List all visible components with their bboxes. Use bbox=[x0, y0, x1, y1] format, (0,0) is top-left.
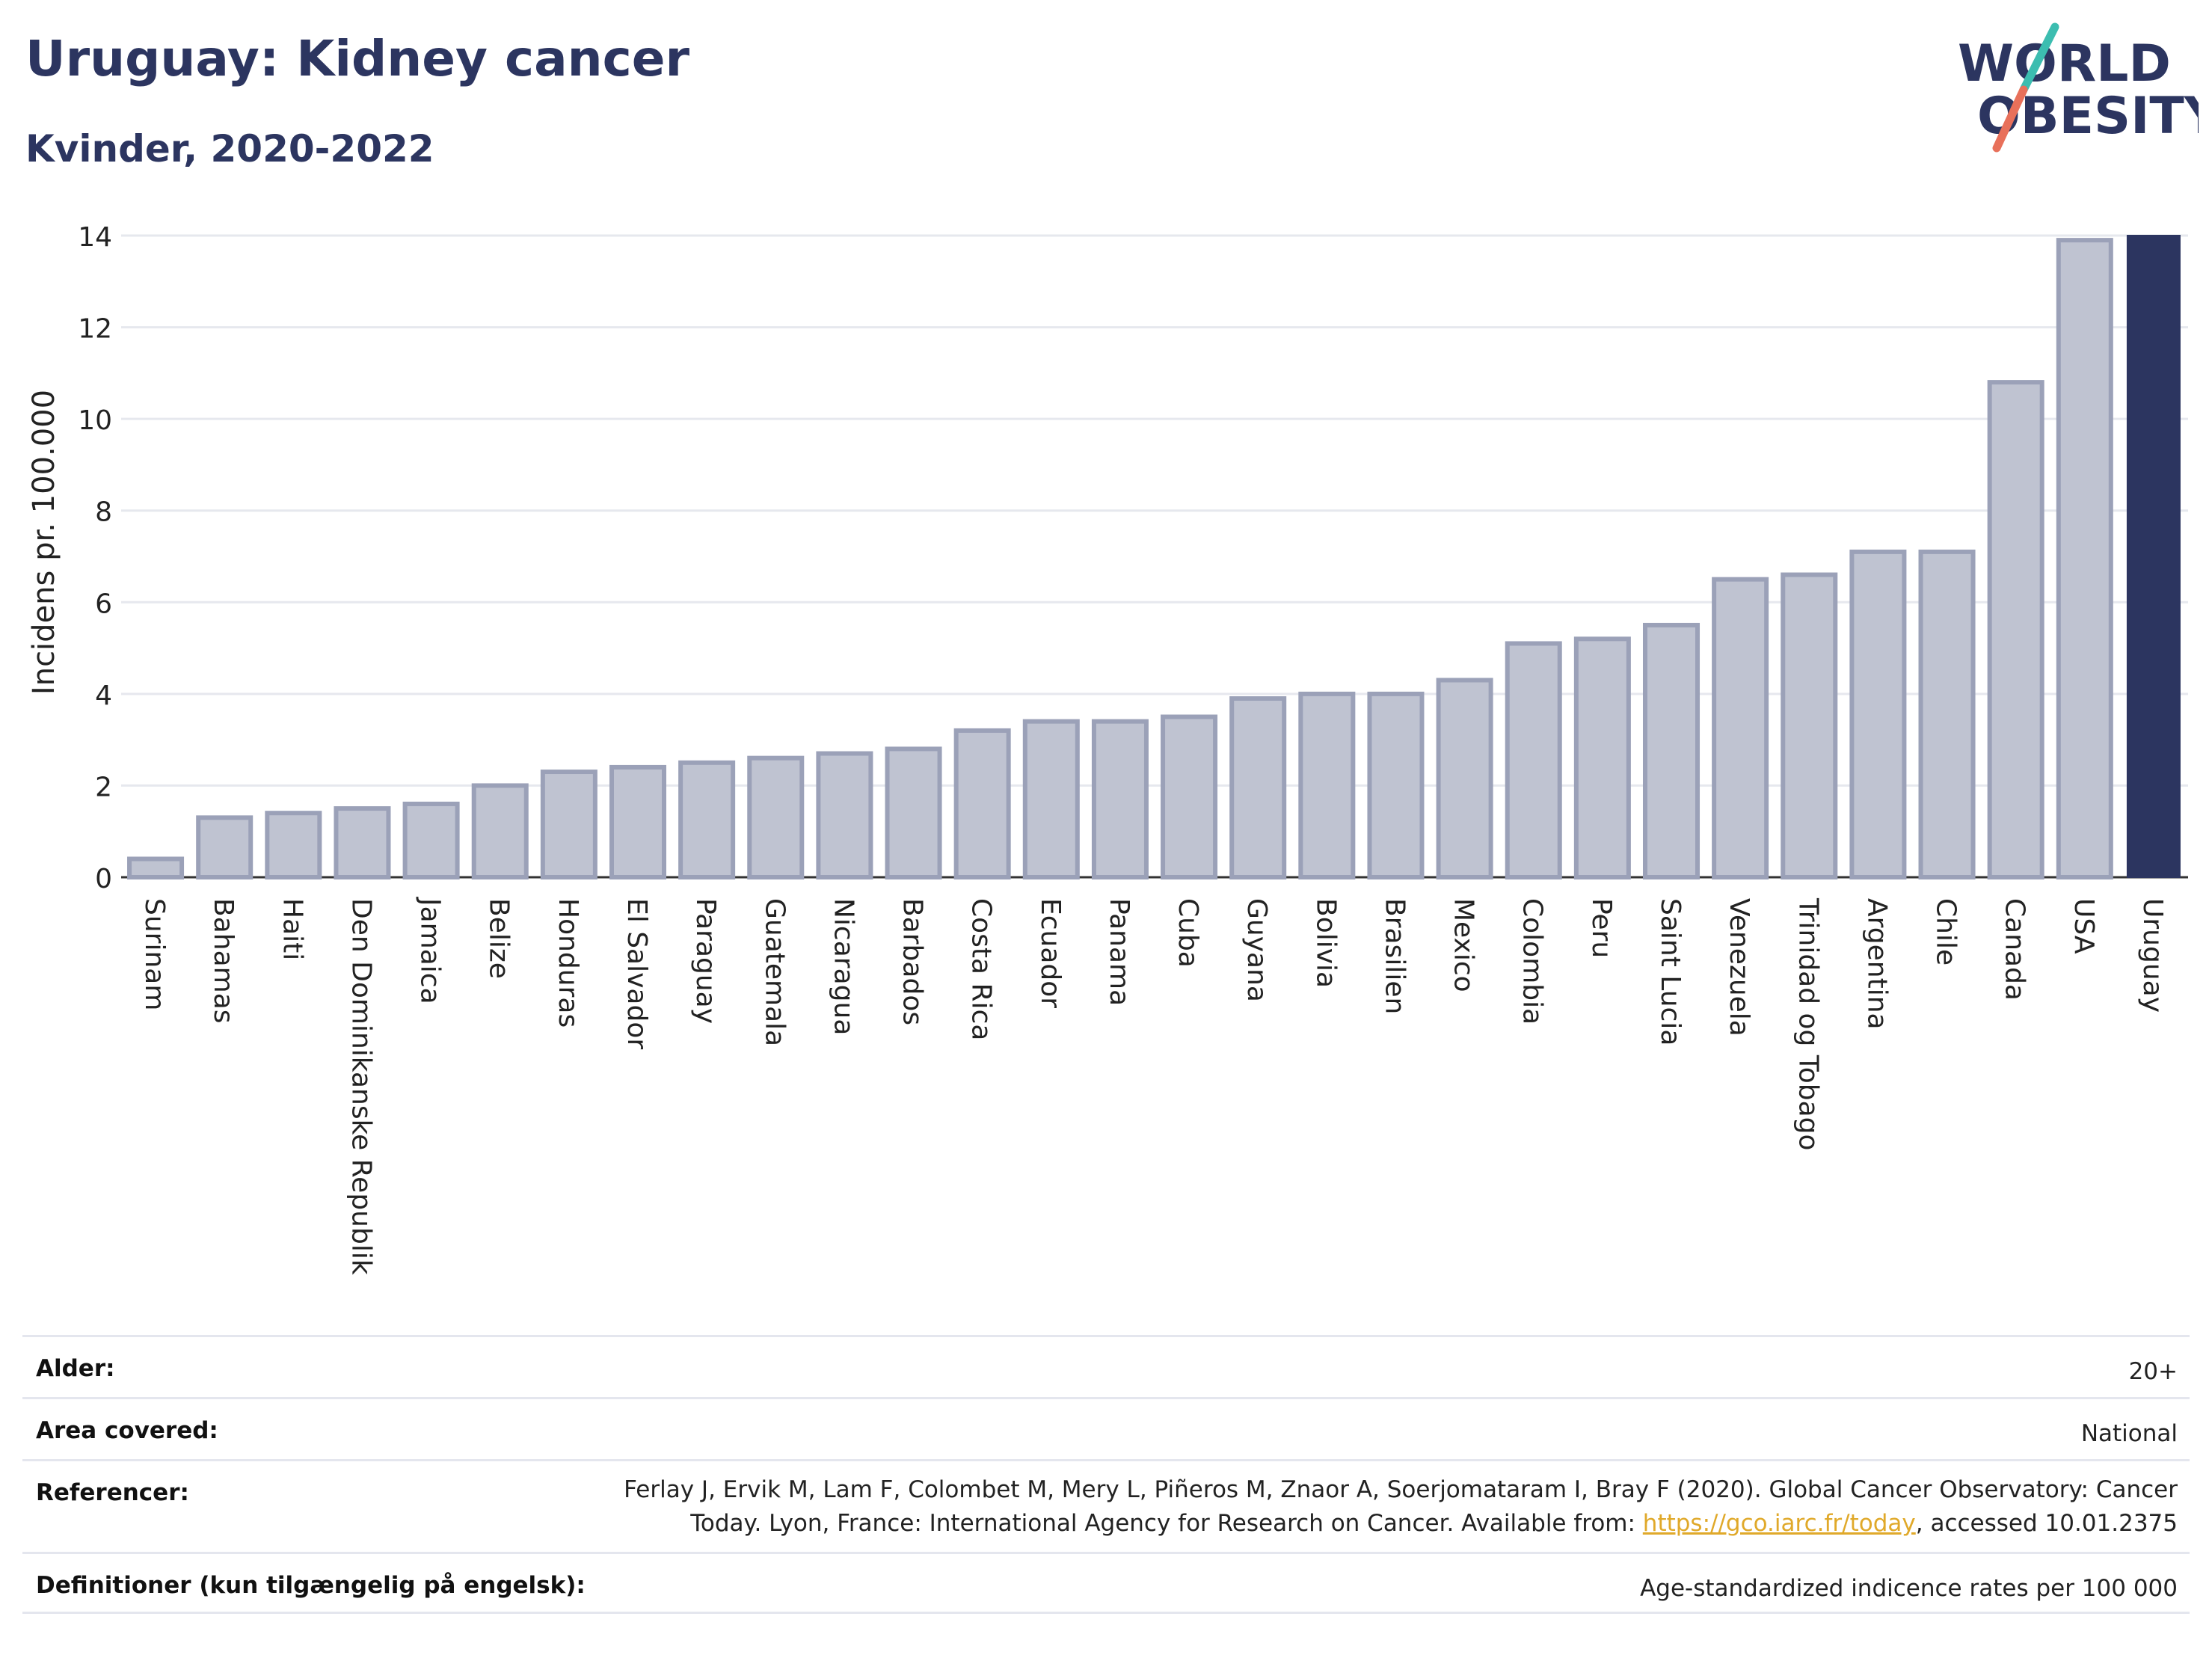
bar bbox=[1781, 572, 1838, 879]
x-tick-label: Ecuador bbox=[1035, 898, 1066, 1008]
meta-row-area: Area covered: National bbox=[22, 1397, 2190, 1459]
bar bbox=[540, 770, 597, 879]
bar bbox=[471, 783, 529, 880]
bar-chart: 0 2 4 6 8 10 12 14 Surinam Bahamas Haiti Den Domin… bbox=[27, 222, 2188, 1275]
meta-label-age: Alder: bbox=[36, 1355, 115, 1382]
x-tick-label: Argentina bbox=[1861, 898, 1892, 1030]
x-tick-label: Haiti bbox=[277, 898, 307, 960]
x-tick-label: Brasilien bbox=[1379, 898, 1410, 1014]
x-tick-label: Jamaica bbox=[415, 897, 446, 1004]
x-tick-label: Bahamas bbox=[208, 898, 239, 1024]
bar bbox=[196, 815, 254, 880]
metadata-table: Alder: 20+ Area covered: National Refere… bbox=[22, 1335, 2190, 1614]
y-tick-label: 12 bbox=[78, 314, 112, 345]
x-tick-label: Uruguay bbox=[2137, 898, 2168, 1013]
logo-slash-teal-icon bbox=[2019, 22, 2059, 94]
x-tick-label: Trinidad og Tobago bbox=[1792, 897, 1823, 1151]
bar bbox=[953, 728, 1011, 880]
x-tick-label: Honduras bbox=[553, 898, 583, 1028]
meta-row-definitions: Definitioner (kun tilgængelig på engelsk… bbox=[22, 1552, 2190, 1614]
bar bbox=[1229, 696, 1287, 879]
bar bbox=[265, 811, 322, 879]
bar bbox=[1161, 714, 1218, 879]
bar bbox=[1436, 678, 1493, 879]
reference-link[interactable]: https://gco.iarc.fr/today bbox=[1642, 1510, 1916, 1537]
meta-label-references: Referencer: bbox=[36, 1479, 189, 1506]
x-tick-label: Nicaragua bbox=[828, 898, 858, 1035]
bar bbox=[747, 755, 805, 880]
meta-value-area: National bbox=[2080, 1420, 2178, 1447]
meta-row-age: Alder: 20+ bbox=[22, 1335, 2190, 1397]
logo-text-world: WORLD bbox=[1958, 34, 2171, 93]
x-tick-label: Cuba bbox=[1173, 898, 1203, 968]
y-tick-label: 2 bbox=[95, 772, 112, 802]
reference-accessed: , accessed 10.01.2375 bbox=[1915, 1510, 2178, 1537]
bar bbox=[1298, 691, 1356, 879]
meta-label-definitions: Definitioner (kun tilgængelig på engelsk… bbox=[36, 1572, 586, 1599]
bar bbox=[1987, 380, 2044, 880]
bar bbox=[1091, 719, 1149, 880]
meta-value-age: 20+ bbox=[2128, 1358, 2178, 1385]
bar bbox=[816, 751, 873, 879]
y-tick-label: 8 bbox=[95, 497, 112, 528]
y-tick-label: 4 bbox=[95, 681, 112, 711]
bar bbox=[2056, 238, 2113, 879]
bar bbox=[885, 746, 942, 880]
y-tick-label: 14 bbox=[78, 222, 112, 253]
logo-slash-coral-icon bbox=[1992, 85, 2028, 153]
x-tick-label: Colombia bbox=[1517, 898, 1548, 1025]
bar bbox=[1367, 691, 1425, 879]
bar bbox=[1022, 719, 1080, 880]
bar bbox=[1642, 622, 1701, 880]
y-tick-label: 10 bbox=[78, 405, 112, 436]
x-tick-label: Mexico bbox=[1448, 898, 1479, 992]
meta-value-references: Ferlay J, Ervik M, Lam F, Colombet M, Me… bbox=[624, 1473, 2178, 1541]
x-tick-label: Venezuela bbox=[1724, 898, 1754, 1037]
x-axis-ticks: Surinam Bahamas Haiti Den Dominikanske Repu… bbox=[139, 897, 2168, 1275]
x-tick-label: Den Dominikanske Republik bbox=[345, 898, 376, 1275]
x-tick-label: El Salvador bbox=[621, 898, 652, 1049]
x-tick-label: Saint Lucia bbox=[1655, 898, 1686, 1045]
bars bbox=[127, 235, 2181, 880]
y-axis-ticks: 0 2 4 6 8 10 12 14 bbox=[78, 222, 112, 894]
x-tick-label: Guatemala bbox=[759, 898, 790, 1046]
y-tick-label: 0 bbox=[95, 864, 112, 894]
bar bbox=[1505, 641, 1562, 879]
x-tick-label: Canada bbox=[2000, 898, 2030, 1001]
x-tick-label: Panama bbox=[1104, 898, 1134, 1006]
bar bbox=[1573, 636, 1631, 879]
meta-label-area: Area covered: bbox=[36, 1417, 218, 1444]
x-tick-label: Bolivia bbox=[1310, 898, 1341, 988]
bar bbox=[334, 806, 391, 879]
x-tick-label: Paraguay bbox=[690, 898, 721, 1024]
bar bbox=[1712, 577, 1769, 880]
y-tick-label: 6 bbox=[95, 589, 112, 619]
world-obesity-logo: WORLD OBESITY bbox=[1958, 22, 2199, 153]
x-tick-label: Belize bbox=[484, 898, 514, 979]
page-subtitle: Kvinder, 2020-2022 bbox=[25, 127, 434, 171]
bar bbox=[2126, 235, 2181, 878]
reference-line-2: Today. Lyon, France: International Agenc… bbox=[690, 1510, 1643, 1537]
page-title: Uruguay: Kidney cancer bbox=[25, 30, 690, 87]
x-tick-label: Surinam bbox=[139, 898, 170, 1010]
bar bbox=[1918, 549, 1976, 879]
reference-line-1: Ferlay J, Ervik M, Lam F, Colombet M, Me… bbox=[624, 1476, 2178, 1503]
x-tick-label: USA bbox=[2068, 898, 2099, 954]
y-axis-label: Incidens pr. 100.000 bbox=[27, 390, 61, 695]
x-tick-label: Costa Rica bbox=[966, 898, 997, 1040]
bar bbox=[402, 801, 460, 880]
x-tick-label: Guyana bbox=[1241, 898, 1272, 1002]
meta-value-definitions: Age-standardized indicence rates per 100… bbox=[1640, 1575, 2178, 1602]
bar bbox=[609, 764, 667, 880]
x-tick-label: Peru bbox=[1586, 898, 1617, 958]
x-tick-label: Chile bbox=[1931, 898, 1961, 965]
bar bbox=[1849, 549, 1907, 879]
grid-lines bbox=[121, 234, 2188, 879]
x-tick-label: Barbados bbox=[897, 898, 928, 1025]
meta-row-references: Referencer: Ferlay J, Ervik M, Lam F, Co… bbox=[22, 1459, 2190, 1552]
bar bbox=[127, 856, 185, 880]
bar bbox=[678, 760, 736, 879]
